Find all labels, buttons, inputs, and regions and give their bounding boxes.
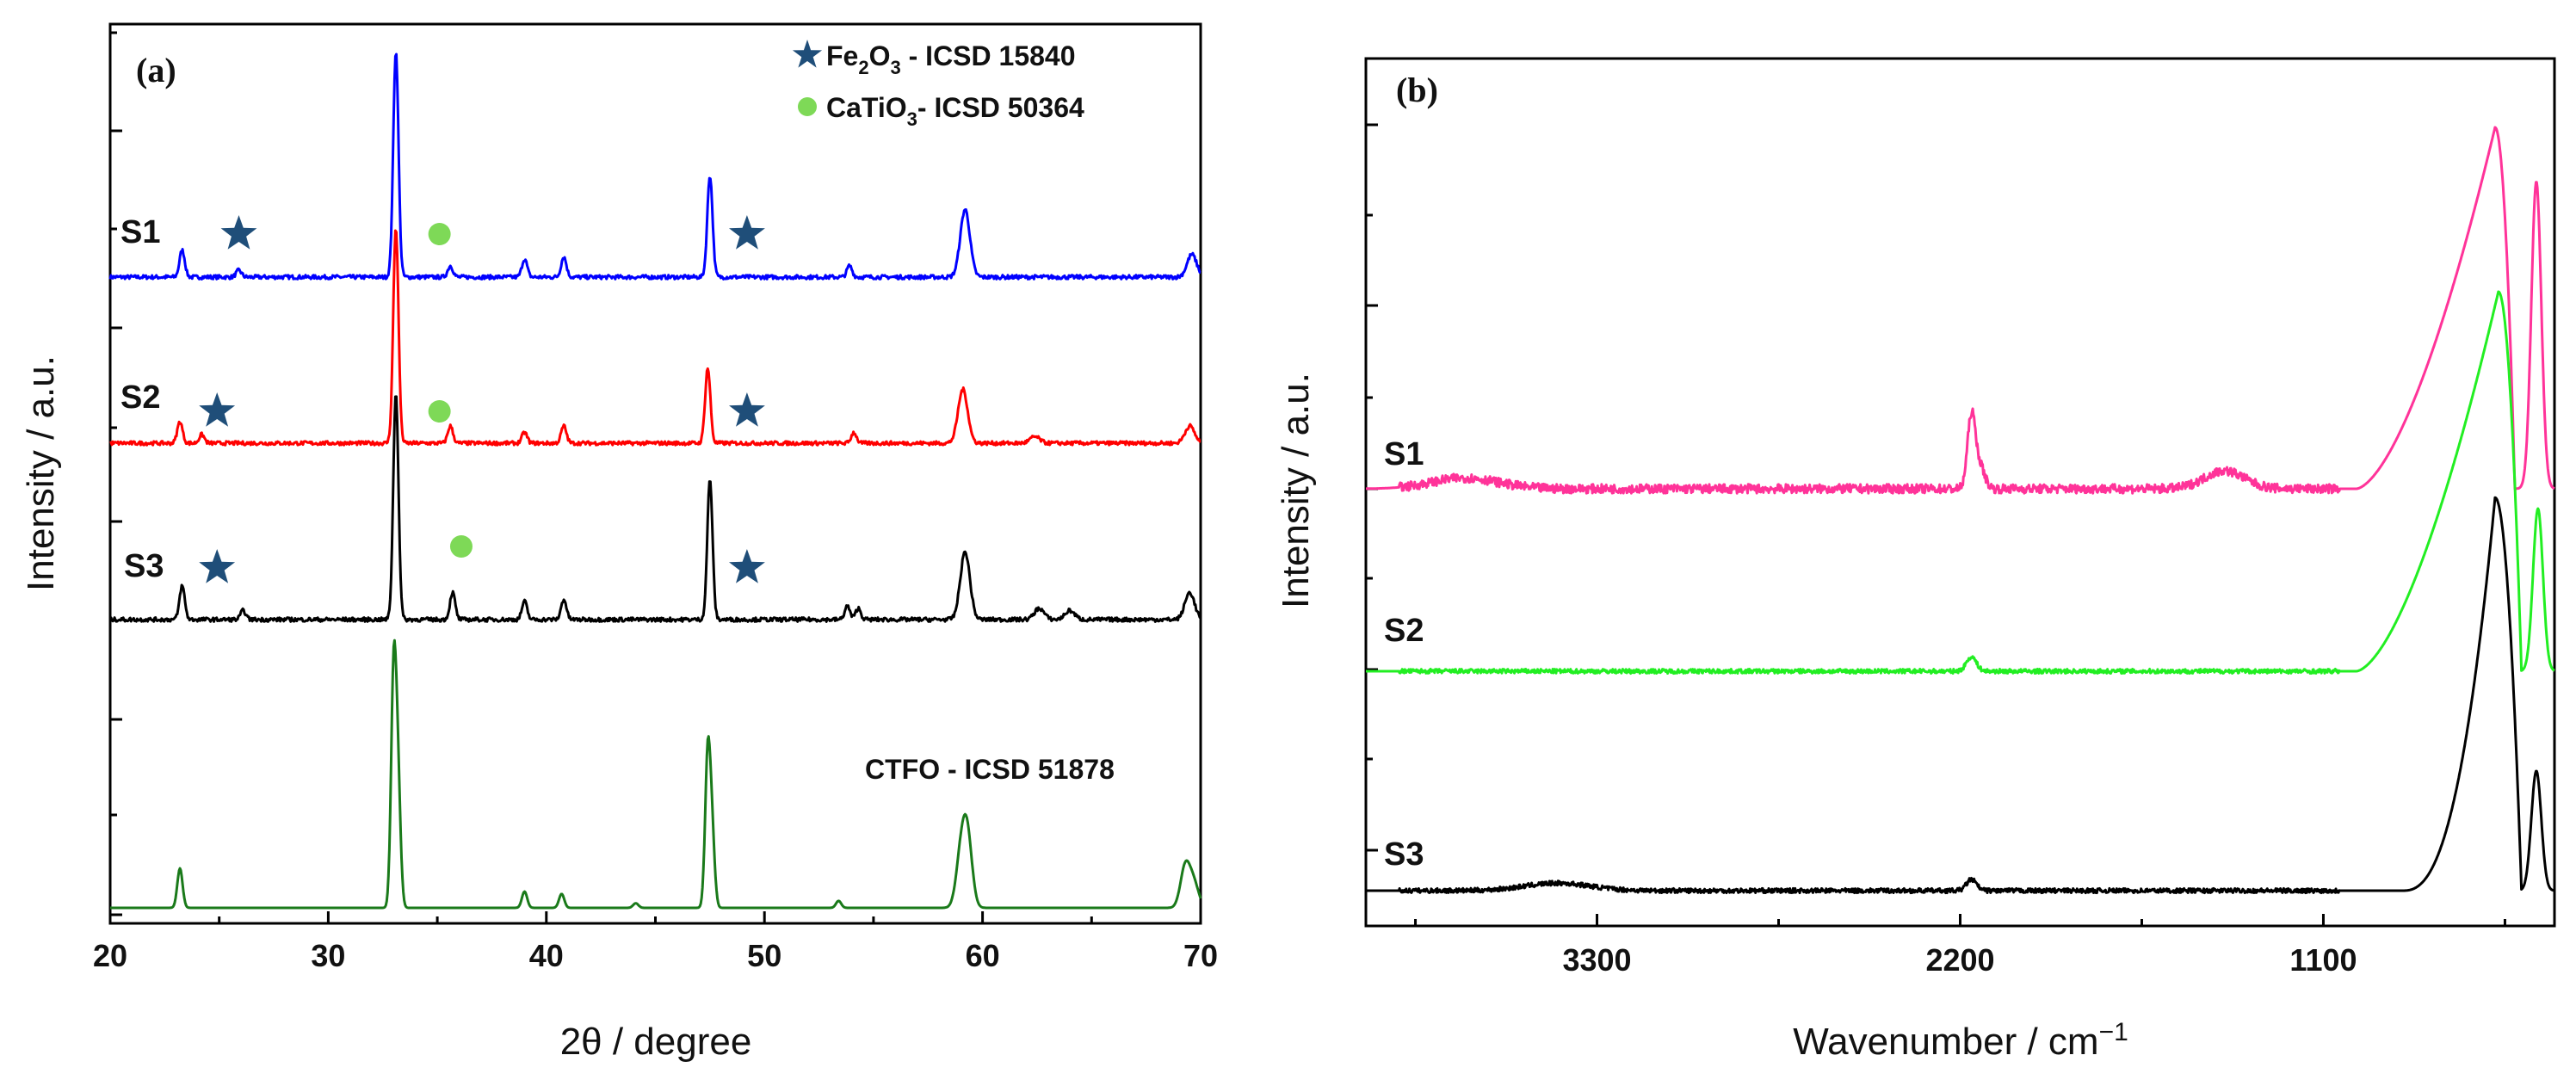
panel-a-legend: Fe2O3 - ICSD 15840 CaTiO3- ICSD 50364 xyxy=(792,40,1084,130)
panel-b-label: (b) xyxy=(1396,71,1438,109)
legend-star-marker xyxy=(792,40,823,68)
panel-a-reference-label: CTFO - ICSD 51878 xyxy=(865,754,1115,785)
panel-b-x-title: Wavenumber / cm−1 xyxy=(1793,1018,2128,1063)
panel-a-frame xyxy=(108,22,1202,925)
trace-s1 xyxy=(108,52,1202,281)
x-tick-label-2200: 2200 xyxy=(1925,942,1994,978)
panel-a-series-label-s2: S2 xyxy=(120,379,160,416)
x-tick-label-50: 50 xyxy=(747,938,781,973)
x-tick-label-3300: 3300 xyxy=(1562,942,1631,978)
trace-s3 xyxy=(108,395,1202,623)
x-tick-label-70: 70 xyxy=(1183,938,1218,973)
catio3-circle-marker-s2 xyxy=(428,400,451,423)
x-tick-label-20: 20 xyxy=(93,938,127,973)
x-tick-label-60: 60 xyxy=(966,938,1000,973)
panel-a-traces xyxy=(108,52,1202,910)
legend-catio3: CaTiO3- ICSD 50364 xyxy=(826,92,1084,130)
panel-a-markers xyxy=(199,215,765,583)
fe2o3-star-marker-s1-2 xyxy=(729,215,765,250)
panel-b-x-ticks: 3300 2200 1100 xyxy=(1414,914,2506,978)
trace-s2 xyxy=(1365,290,2555,675)
x-tick-label-30: 30 xyxy=(311,938,345,973)
panel-a-series-label-s3: S3 xyxy=(124,548,164,584)
fe2o3-star-marker-s2-0 xyxy=(199,392,236,427)
legend-fe2o3: Fe2O3 - ICSD 15840 xyxy=(826,40,1076,78)
panel-a-label: (a) xyxy=(136,51,176,89)
panel-b-frame xyxy=(1364,57,2556,928)
panel-b-series-label-s3: S3 xyxy=(1384,836,1424,873)
fe2o3-star-marker-s1-0 xyxy=(220,215,257,250)
panel-b-series-label-s2: S2 xyxy=(1384,613,1424,649)
trace-ctfo xyxy=(109,639,1202,910)
x-tick-label-40: 40 xyxy=(529,938,564,973)
panel-a-x-title: 2θ / degree xyxy=(560,1021,752,1063)
panel-a-series-label-s1: S1 xyxy=(120,214,160,250)
trace-s2 xyxy=(109,229,1202,447)
fe2o3-star-marker-s3-0 xyxy=(199,549,236,583)
fe2o3-star-marker-s3-2 xyxy=(729,549,765,583)
panel-b-y-title: Intensity / a.u. xyxy=(1275,373,1317,608)
legend-circle-marker xyxy=(798,97,817,116)
panel-a-series-labels: S1 S2 S3 xyxy=(120,214,164,584)
panel-b-series-label-s1: S1 xyxy=(1384,436,1424,472)
trace-s3 xyxy=(1365,496,2555,895)
x-tick-label-1100: 1100 xyxy=(2289,942,2357,978)
panel-a-y-title: Intensity / a.u. xyxy=(20,355,62,591)
panel-b-ftir: (b) 3300 2200 1100 Wavenumber / cm−1 Inten… xyxy=(1275,57,2556,1063)
fe2o3-star-marker-s2-2 xyxy=(729,392,765,427)
panel-b-series-labels: S1 S2 S3 xyxy=(1384,436,1424,873)
panel-b-traces xyxy=(1365,126,2555,895)
catio3-circle-marker-s1 xyxy=(428,223,451,245)
trace-s1 xyxy=(1365,126,2555,495)
panel-a-y-ticks xyxy=(110,31,122,916)
catio3-circle-marker-s3 xyxy=(449,535,473,558)
panel-a-x-ticks: 20 30 40 50 60 70 xyxy=(93,911,1218,973)
panel-a-xrd: (a) 20 30 40 50 60 70 2θ / degree Intensity /… xyxy=(20,22,1218,1063)
